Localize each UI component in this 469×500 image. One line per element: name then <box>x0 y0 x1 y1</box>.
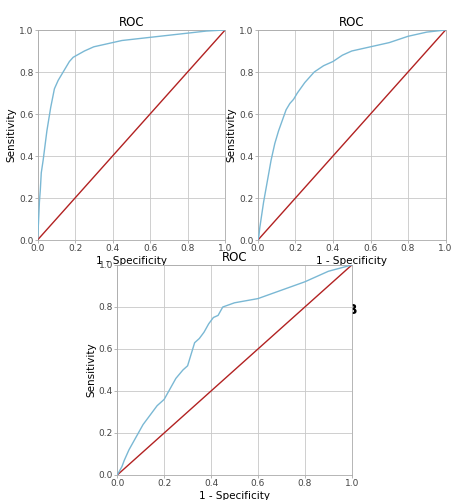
Text: A: A <box>126 303 136 317</box>
Text: B: B <box>347 303 357 317</box>
X-axis label: 1 - Specificity: 1 - Specificity <box>316 256 387 266</box>
Y-axis label: Sensitivity: Sensitivity <box>86 342 96 398</box>
X-axis label: 1 - Specificity: 1 - Specificity <box>96 256 167 266</box>
Title: ROC: ROC <box>119 16 144 29</box>
Y-axis label: Sensitivity: Sensitivity <box>6 108 16 162</box>
Title: ROC: ROC <box>339 16 364 29</box>
X-axis label: 1 - Specificity: 1 - Specificity <box>199 491 270 500</box>
Y-axis label: Sensitivity: Sensitivity <box>227 108 237 162</box>
Title: ROC: ROC <box>222 251 247 264</box>
